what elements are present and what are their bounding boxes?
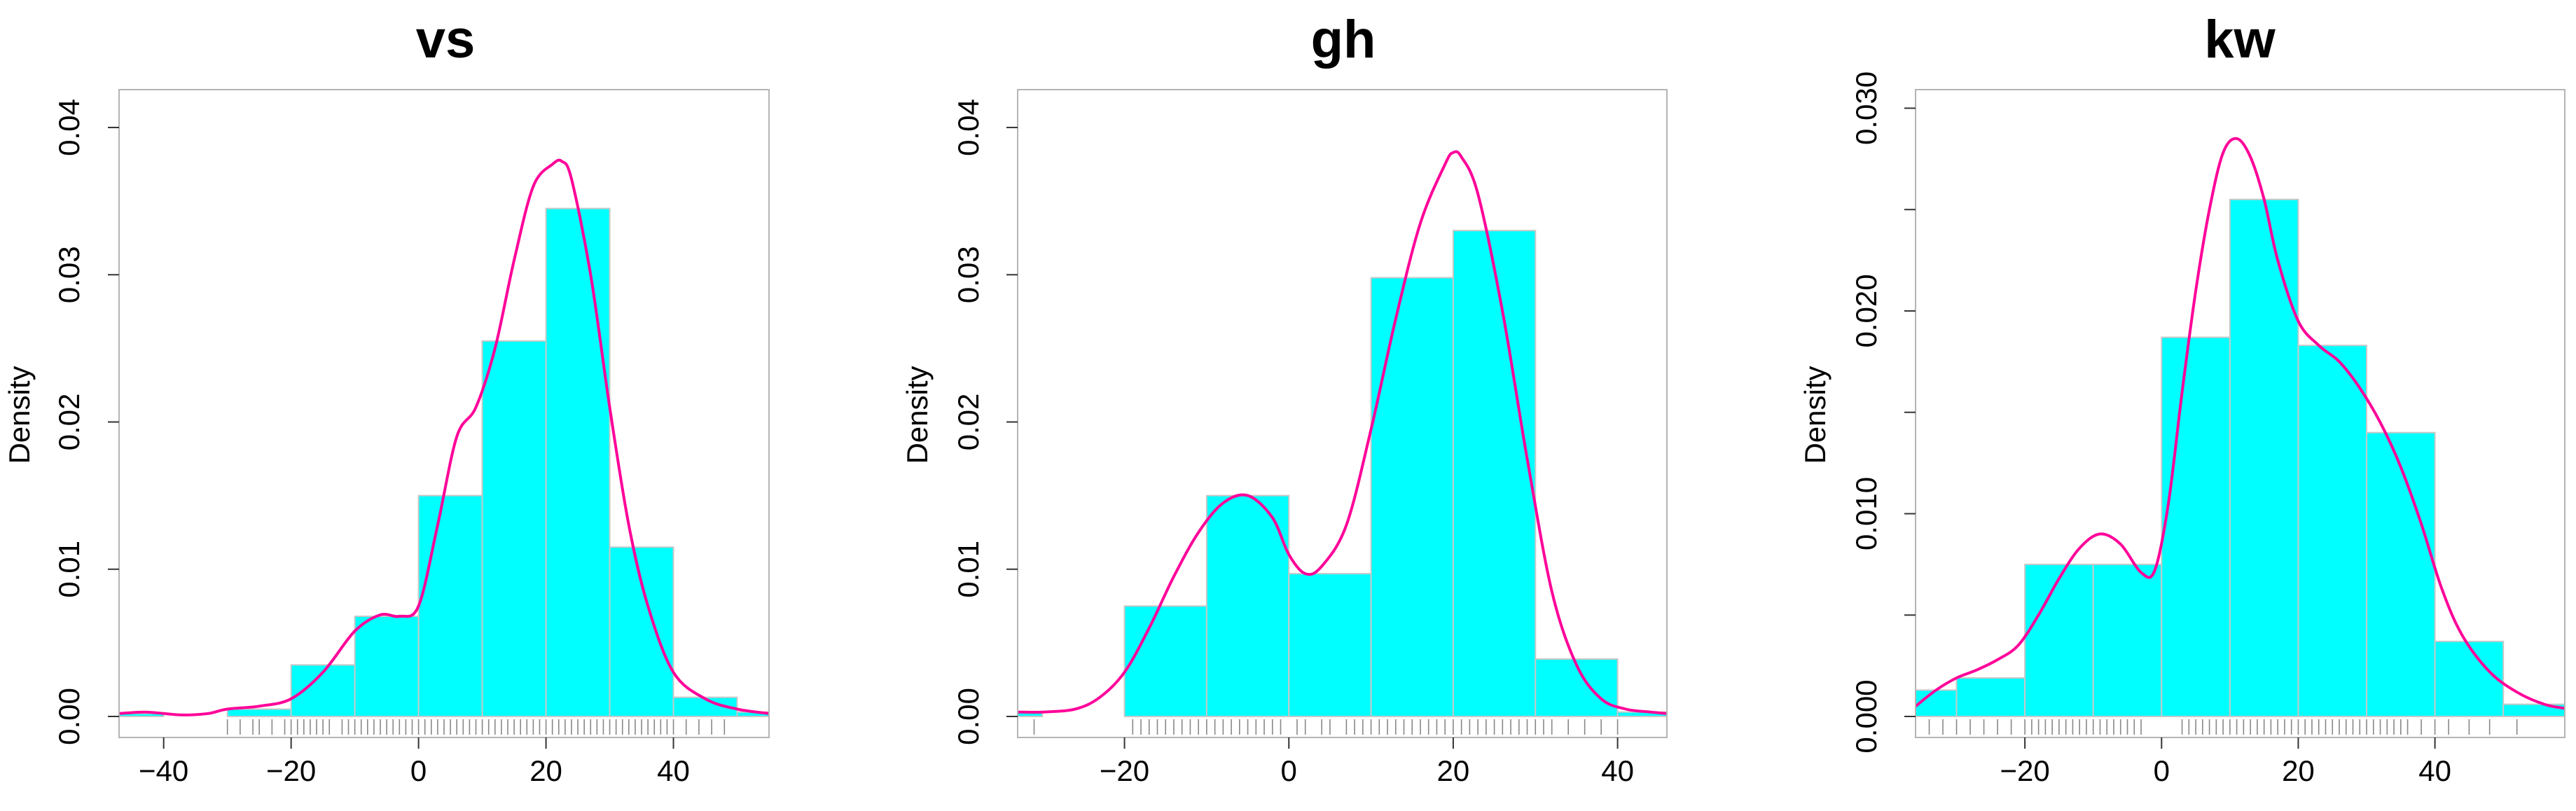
plot-frame xyxy=(1915,89,2565,738)
histogram-bar xyxy=(1123,605,1207,717)
y-tick-label: 0.010 xyxy=(1850,477,1883,550)
histogram-bar xyxy=(2366,431,2436,717)
histogram-bar xyxy=(609,546,674,717)
histogram-bar xyxy=(2297,345,2368,717)
y-tick-label: 0.01 xyxy=(952,541,985,598)
histogram-bar xyxy=(226,708,292,718)
y-tick-label: 0.04 xyxy=(53,99,85,156)
x-tick-label: 40 xyxy=(657,754,690,787)
y-tick-label: 0.030 xyxy=(1850,71,1883,145)
density-curve xyxy=(119,158,769,716)
plot-area xyxy=(1018,150,1667,735)
panel-kw: −20 0 20 40 0.000 0.010 0.020 0.030 kw Density xyxy=(1799,10,2565,787)
histogram-bar xyxy=(1535,658,1619,717)
histogram-bar xyxy=(1018,711,1044,718)
panel-vs: −40 −20 0 20 40 0.00 0.01 0.02 0.03 0.04 vs Density xyxy=(3,10,770,787)
histogram-bar xyxy=(1452,230,1537,717)
y-tick-label: 0.00 xyxy=(53,688,85,745)
x-tick-label: 0 xyxy=(1281,754,1297,787)
histogram-bar xyxy=(1370,277,1454,717)
histogram-bar xyxy=(1205,494,1290,718)
x-tick-label: 0 xyxy=(2154,754,2170,787)
histogram-bar xyxy=(2161,336,2231,717)
plot-frame xyxy=(1017,89,1668,738)
density-curve xyxy=(1916,137,2565,710)
histogram-bar xyxy=(1288,573,1372,717)
y-tick-label: 0.020 xyxy=(1850,274,1883,347)
x-tick-label: 20 xyxy=(1437,754,1470,787)
histogram-bar xyxy=(1955,677,2026,718)
x-tick-label: −20 xyxy=(266,754,316,787)
histogram-bar xyxy=(2229,198,2299,717)
y-tick-label: 0.02 xyxy=(952,394,985,451)
histogram-bar xyxy=(2024,563,2094,717)
histogram-bar xyxy=(2502,703,2565,718)
x-tick-label: 40 xyxy=(1601,754,1634,787)
histogram-bar xyxy=(1916,689,1958,718)
chart-title: vs xyxy=(416,10,476,69)
histogram-bar xyxy=(354,616,420,717)
chart-title: kw xyxy=(2204,10,2276,69)
x-tick-label: 0 xyxy=(410,754,427,787)
y-axis-label: Density xyxy=(901,366,934,464)
histogram-bar xyxy=(481,340,547,717)
y-axis-label: Density xyxy=(3,366,36,464)
plot-frame xyxy=(118,89,770,738)
x-tick-label: 20 xyxy=(529,754,562,787)
chart-title: gh xyxy=(1311,10,1376,69)
x-tick-label: −20 xyxy=(1100,754,1149,787)
y-tick-label: 0.000 xyxy=(1850,679,1883,753)
y-axis-label: Density xyxy=(1799,366,1831,464)
y-tick-label: 0.03 xyxy=(53,246,85,303)
x-tick-label: −20 xyxy=(2000,754,2050,787)
y-tick-label: 0.02 xyxy=(53,394,85,451)
y-tick-label: 0.01 xyxy=(53,541,85,598)
y-tick-label: 0.00 xyxy=(952,688,985,745)
histogram-bar xyxy=(2092,563,2163,717)
x-tick-label: −40 xyxy=(139,754,188,787)
plot-area xyxy=(119,158,769,735)
plot-area xyxy=(1916,137,2565,735)
y-tick-label: 0.04 xyxy=(952,99,985,156)
histogram-bar xyxy=(2434,640,2505,717)
y-tick-label: 0.03 xyxy=(952,246,985,303)
x-tick-label: 20 xyxy=(2282,754,2315,787)
density-curve xyxy=(1018,150,1667,715)
histogram-bar xyxy=(545,207,611,717)
x-tick-label: 40 xyxy=(2418,754,2451,787)
histogram-bar xyxy=(417,494,483,718)
panel-gh: −20 0 20 40 0.00 0.01 0.02 0.03 0.04 gh Density xyxy=(901,10,1668,787)
